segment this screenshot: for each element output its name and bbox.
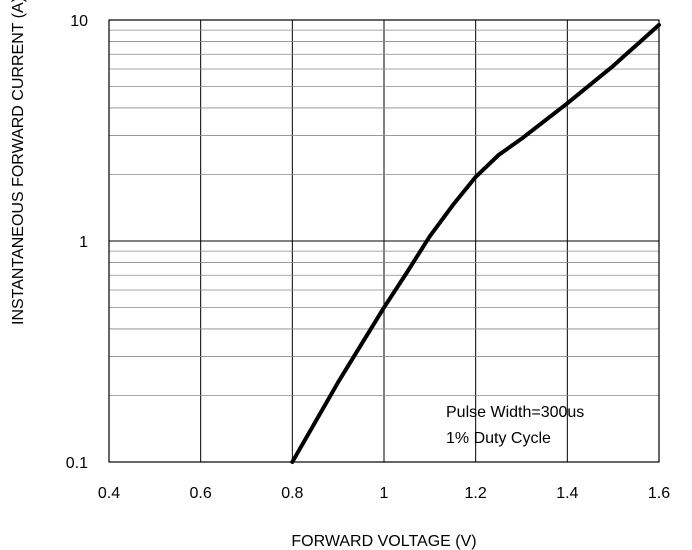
x-tick-label: 1.4 <box>556 485 578 502</box>
y-tick-label: 0.1 <box>66 455 88 472</box>
grid <box>108 20 660 463</box>
x-tick-label: 1 <box>380 485 389 502</box>
x-tick-label: 0.8 <box>281 485 303 502</box>
annotation-duty-cycle: 1% Duty Cycle <box>446 430 551 447</box>
annotation-pulse-width: Pulse Width=300us <box>446 404 584 421</box>
x-tick-label: 0.4 <box>98 485 120 502</box>
x-tick-label: 0.6 <box>190 485 212 502</box>
y-axis-title: INSTANTANEOUS FORWARD CURRENT (A) <box>10 0 27 325</box>
y-tick-labels: 0.1 1 10 <box>66 13 88 472</box>
x-tick-label: 1.6 <box>648 485 670 502</box>
y-tick-label: 1 <box>79 234 88 251</box>
x-tick-labels: 0.4 0.6 0.8 1 1.2 1.4 1.6 <box>98 485 670 502</box>
x-tick-label: 1.2 <box>465 485 487 502</box>
series-line <box>290 22 661 464</box>
y-tick-label: 10 <box>70 13 88 30</box>
x-axis-title: FORWARD VOLTAGE (V) <box>291 533 476 550</box>
plot-frame <box>108 19 660 463</box>
